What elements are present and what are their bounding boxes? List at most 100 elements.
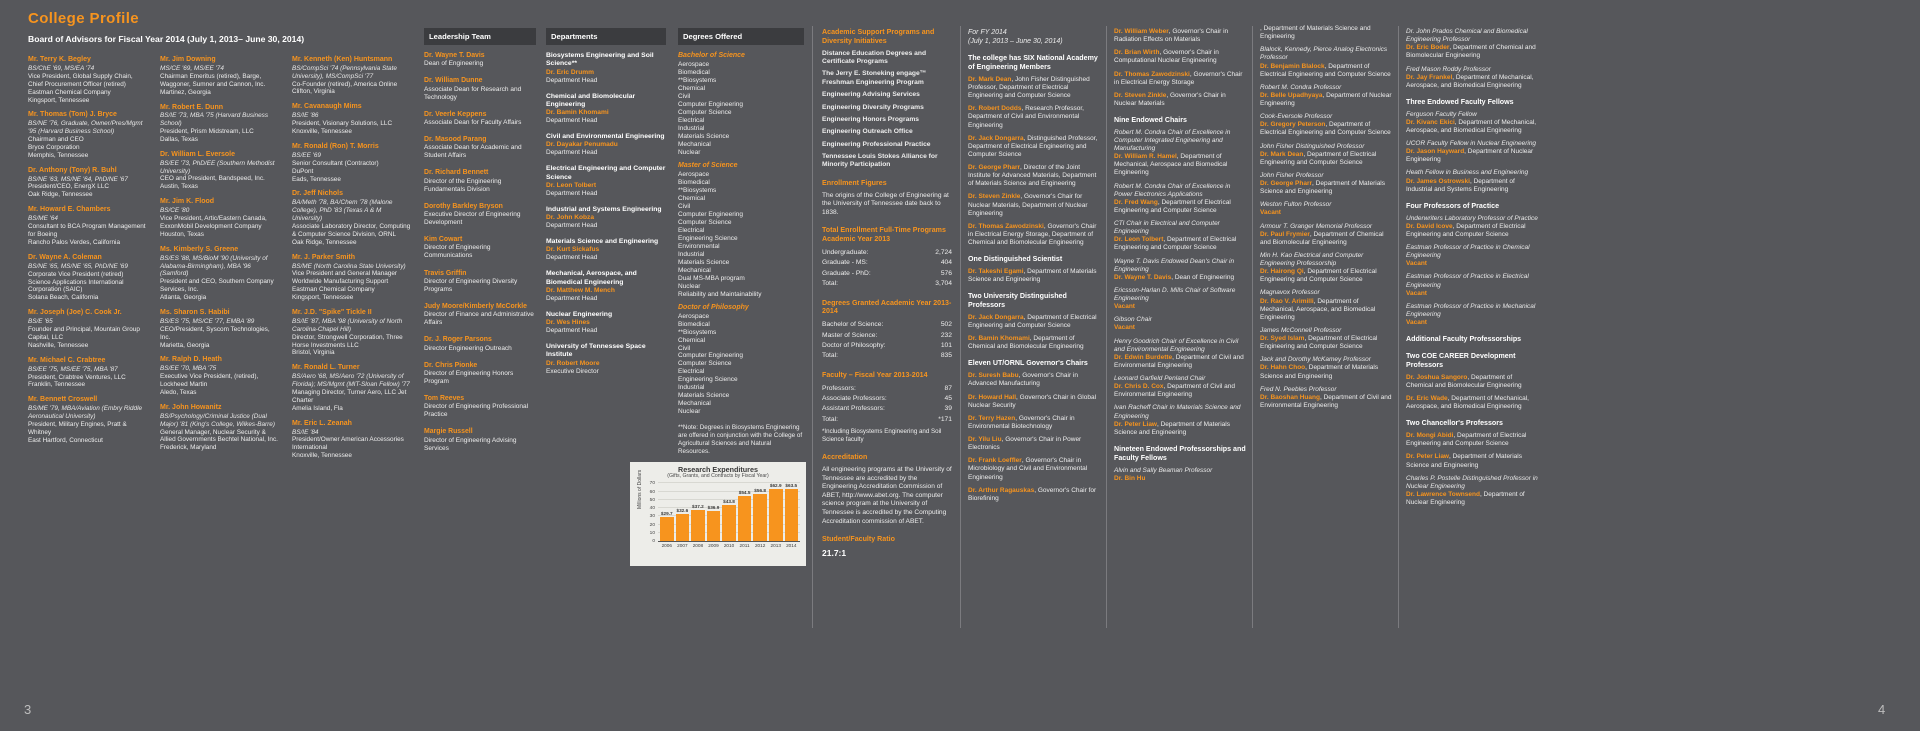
- person-entry: Dr. Bamin Khomami, Department of Chemica…: [968, 335, 1084, 351]
- academic-support-item: Engineering Professional Practice: [822, 140, 931, 148]
- degree-item: Aerospace: [678, 61, 710, 68]
- leader-title: Dean of Engineering: [424, 60, 484, 68]
- position-title: John Fisher Professor: [1260, 171, 1324, 179]
- advisor-credentials: BS/ME '79, MBA/Aviation (Embry Riddle Ae…: [28, 405, 143, 421]
- fy-column: Dr. John Prados Chemical and Biomedical …: [1406, 28, 1538, 512]
- chart-bar: [691, 510, 705, 542]
- stat-row: Total: *171: [822, 415, 952, 425]
- chart-year-label: 2013: [770, 543, 781, 549]
- advisor-detail: Science Applications International Corpo…: [28, 278, 124, 294]
- chart-bar-group: $43.8: [722, 483, 736, 542]
- degree-item: Nuclear: [678, 408, 701, 416]
- advisor-detail: Memphis, Tennessee: [28, 151, 89, 159]
- titled-entry: James McConnell Professor Dr. Syed Islam,…: [1260, 327, 1392, 351]
- leader-name: Dr. Richard Bennett: [424, 169, 489, 177]
- person-name: Dr. Jay Frankel: [1406, 73, 1453, 81]
- academic-support-item: Distance Education Degrees and Certifica…: [822, 49, 927, 66]
- degree-item: Industrial: [678, 250, 705, 258]
- holder-line: Dr. Edwin Burdette, Department of Civil …: [1114, 353, 1244, 369]
- degree-item: Mechanical: [678, 266, 711, 274]
- leadership-entry: Dr. William Dunne Associate Dean for Rese…: [424, 77, 536, 101]
- stat-row: Assistant Professors: 39: [822, 404, 952, 414]
- continuation-text: , Department of Materials Science and En…: [1260, 25, 1371, 41]
- stat-row: Total: 835: [822, 351, 952, 361]
- stat-row: Total: 3,704: [822, 279, 952, 289]
- advisor-name: Mr. Cavanaugh Mims: [292, 103, 362, 111]
- chart-plot-area: 0 10 20 30 40 50 60 70 $29.7 $32.6 $37.2 $36.9 $43.8…: [650, 481, 800, 544]
- holder-line: Dr. Fred Wang, Department of Electrical …: [1114, 198, 1231, 214]
- department-entry: Biosystems Engineering and Soil Science*…: [546, 52, 666, 85]
- degree-level-heading: Bachelor of Science: [678, 52, 745, 59]
- advisor-name: Mr. Joseph (Joe) C. Cook Jr.: [28, 309, 122, 317]
- advisor-entry: Ms. Sharon S. Habibi BS/ES '75, MS/CE '77…: [160, 309, 280, 350]
- holder-line: Dr. Bin Hu: [1114, 475, 1246, 483]
- degree-item: Computer Engineering: [678, 352, 744, 360]
- section-heading: Two COE CAREER Development Professors: [1406, 352, 1516, 369]
- holder-line: Dr. Wayne T. Davis, Dean of Engineering: [1114, 273, 1235, 281]
- leadership-entry: Margie Russell Director of Engineering Ad…: [424, 428, 536, 452]
- advisor-entry: Mr. Terry K. Begley BS/ChE '69, MS/EA '74…: [28, 56, 148, 104]
- position-title: Dr. John Prados Chemical and Biomedical …: [1406, 28, 1528, 44]
- position-title: Magnavox Professor: [1260, 289, 1320, 297]
- advisor-name: Ms. Kimberly S. Greene: [160, 245, 239, 253]
- chart-year-label: 2007: [677, 543, 688, 549]
- accreditation-text: All engineering programs at the Universi…: [822, 466, 952, 525]
- holder-line: Dr. Peter Liaw, Department of Materials …: [1114, 420, 1230, 436]
- degree-item: Aerospace: [678, 170, 710, 178]
- department-head-name: Dr. Eric Drumm: [546, 68, 595, 76]
- person-entry: Dr. Frank Loeffler, Governor's Chair in …: [968, 457, 1088, 481]
- advisor-credentials: BS/NE '65, MS/NE '65, PhD/NE '69: [28, 262, 128, 270]
- advisor-detail: Nashville, Tennessee: [28, 341, 89, 349]
- leadership-entry: Kim Cowart Director of Engineering Commun…: [424, 236, 536, 260]
- stat-value: 835: [940, 352, 952, 360]
- advisor-entry: Mr. Eric L. Zeanah BS/IE '84 President/Own…: [292, 420, 412, 461]
- department-name: Biosystems Engineering and Soil Science*…: [546, 52, 654, 68]
- stat-row: Undergraduate: 2,724: [822, 248, 952, 258]
- chart-year-label: 2014: [786, 543, 797, 549]
- holder-line: Dr. Belle Upadhyaya, Department of Nucle…: [1260, 91, 1392, 107]
- stat-label: Graduate - MS:: [822, 259, 868, 267]
- advisor-detail: Vice President and General Manager World…: [292, 270, 398, 286]
- academic-support-item: Engineering Advising Services: [822, 91, 920, 99]
- person-name: Dr. Mark Dean: [1260, 150, 1304, 158]
- position-title: Robert M. Condra Professor: [1260, 83, 1342, 91]
- titled-entry: Blalock, Kennedy, Pierce Analog Electron…: [1260, 46, 1392, 79]
- person-entry: Dr. Mark Dean, John Fisher Distinguished…: [968, 75, 1090, 100]
- advisor-detail: Eastman Chemical Company: [28, 88, 111, 96]
- degree-item: Biomedical: [678, 68, 710, 76]
- person-entry: Dr. Robert Dodds, Research Professor, De…: [968, 105, 1084, 129]
- advisor-detail: Kingsport, Tennessee: [292, 294, 354, 302]
- person-name: Dr. William R. Hamel: [1114, 153, 1177, 161]
- advisor-credentials: MS/CE '69, MS/EE '74: [160, 64, 224, 72]
- leader-name: Dr. Chris Pionke: [424, 361, 478, 369]
- advisor-name: Ms. Sharon S. Habibi: [160, 308, 230, 316]
- advisor-detail: Chairman and CEO: [28, 135, 84, 143]
- leadership-entry: Judy Moore/Kimberly McCorkle Director of …: [424, 303, 536, 327]
- position-title: Underwriters Laboratory Professor of Pra…: [1406, 214, 1538, 222]
- degree-item: Electrical: [678, 116, 705, 124]
- leader-name: Dorothy Barkley Bryson: [424, 202, 503, 210]
- advisor-detail: President, Crabtree Ventures, LLC: [28, 373, 126, 381]
- chart-y-tick-label: 10: [649, 530, 655, 536]
- person-name: Dr. Lawrence Townsend: [1406, 490, 1480, 498]
- department-name: Civil and Environmental Engineering: [546, 133, 665, 141]
- advisor-detail: CEO/President, Syscom Technologies, Inc.: [160, 325, 270, 341]
- advisor-credentials: BS/ME (North Carolina State University): [292, 262, 406, 270]
- chart-year-label: 2009: [708, 543, 719, 549]
- chart-bar: [737, 496, 752, 542]
- advisor-entry: Mr. Jim K. Flood BS/CE '80 Vice President,…: [160, 198, 280, 239]
- chart-bar-group: $36.9: [706, 483, 721, 542]
- holder-line: Dr. Lawrence Townsend, Department of Nuc…: [1406, 490, 1525, 507]
- advisor-detail: Chairman Emeritus (retired), Barge, Wagg…: [160, 72, 266, 88]
- academic-support-item: Tennessee Louis Stokes Alliance for Mino…: [822, 153, 938, 169]
- stat-label: Graduate - PhD:: [822, 269, 871, 277]
- person-name: Dr. Paul Frymier: [1260, 230, 1310, 238]
- person-name: Dr. David Icove: [1406, 222, 1453, 230]
- chart-gridline: [658, 498, 800, 500]
- advisor-credentials: BS/EE '69: [292, 151, 321, 159]
- advisor-credentials: BA/Meth '78, BA/Chem '78 (Malone College…: [292, 199, 393, 222]
- advisor-detail: CEO and President, Bandspeed, Inc.: [160, 175, 265, 183]
- advisor-credentials: BS/IE '84: [292, 428, 319, 436]
- department-head-title: Department Head: [546, 222, 598, 230]
- chart-bar: [768, 489, 783, 542]
